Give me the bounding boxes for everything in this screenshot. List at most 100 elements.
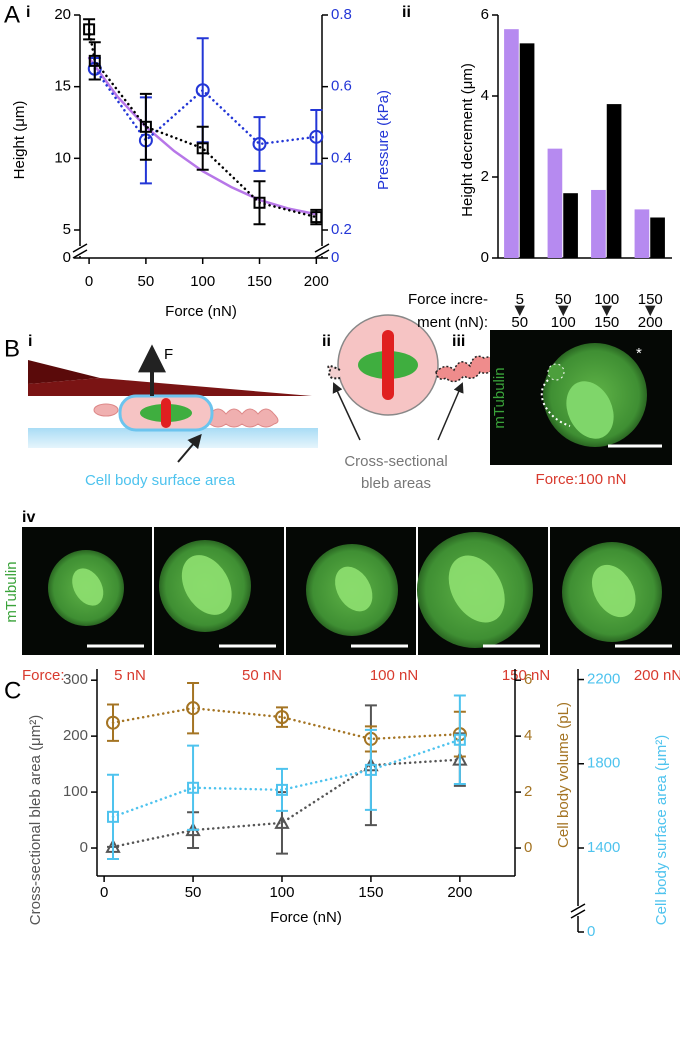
marker <box>309 129 324 144</box>
series-line <box>111 758 462 849</box>
force-value: 50 nN <box>242 667 282 684</box>
axis-label: Force (nN) <box>165 303 237 320</box>
spindle <box>335 566 373 612</box>
panel-label: i <box>26 4 30 21</box>
x-tick-label: 0 <box>85 273 93 290</box>
force-value: 200 nN <box>634 667 680 684</box>
error-bar <box>253 180 266 226</box>
schematic-section: Cross-sectional bleb areas <box>327 314 496 492</box>
y-tick-label: 0 <box>524 839 532 856</box>
bleb-outline <box>540 379 571 427</box>
y-tick-label: 10 <box>54 149 71 166</box>
axis-break <box>72 243 88 253</box>
x-tick-label: 100 <box>190 273 215 290</box>
marker <box>310 211 323 224</box>
y-tick-label: 0.8 <box>331 6 352 23</box>
error-bar <box>310 108 323 165</box>
axis-break <box>72 249 88 259</box>
axis-label: Force (nN) <box>270 909 342 926</box>
error-bar <box>88 41 101 81</box>
panel-label: C <box>4 677 21 704</box>
bleb <box>435 355 496 383</box>
bar <box>606 104 622 258</box>
bar <box>504 29 519 258</box>
x-tick-label: 200 <box>638 314 663 331</box>
x-tick-label: 150 <box>638 291 663 308</box>
stain-label: mTubulin <box>491 367 508 428</box>
error-bar <box>83 18 96 41</box>
axis-label: Cell body surface area (μm²) <box>653 735 670 925</box>
spindle <box>72 568 104 606</box>
error-bar <box>196 125 209 171</box>
y-tick-label: 6 <box>524 671 532 688</box>
y-tick-label: 0 <box>587 923 595 940</box>
x-tick-label: 50 <box>555 291 572 308</box>
marker <box>275 783 288 796</box>
error-bar <box>107 773 120 860</box>
x-tick-label: 200 <box>447 884 472 901</box>
x-tick-label: 50 <box>138 273 155 290</box>
y-tick-label: 2200 <box>587 670 620 687</box>
error-bar <box>275 767 288 812</box>
panel-label: iv <box>22 509 35 526</box>
cantilever <box>28 360 100 384</box>
y-tick-label: 1800 <box>587 755 620 772</box>
axis-break-gap <box>574 906 582 916</box>
force-label: F <box>164 346 173 363</box>
y-tick-label: 4 <box>524 727 532 744</box>
chromosomes <box>161 398 171 428</box>
annotation: Cell body surface area <box>85 472 236 489</box>
montage: mTubulin Force: 5 nN 50 nN 100 nN 150 nN 200… <box>3 527 680 684</box>
force-value: 150 nN <box>502 667 550 684</box>
series-line <box>111 706 462 741</box>
marker <box>139 120 152 133</box>
y-tick-label: 200 <box>63 727 88 744</box>
marker <box>252 137 267 151</box>
marker <box>196 142 209 155</box>
axis-break <box>570 903 586 913</box>
marker <box>195 83 210 98</box>
spindle <box>181 555 232 615</box>
x-tick-label: 5 <box>516 291 524 308</box>
x-tick-label: 150 <box>594 314 619 331</box>
axis-label: Height decrement (μm) <box>459 63 476 217</box>
x-tick-label: 150 <box>247 273 272 290</box>
chromosomes <box>382 330 394 400</box>
marker <box>106 715 121 730</box>
x-tick-label: 100 <box>551 314 576 331</box>
y-tick-label: 0 <box>331 249 339 266</box>
x-tick-label: 50 <box>511 314 528 331</box>
bar <box>634 209 650 258</box>
error-bar <box>187 681 200 735</box>
axis-label: Force incre- <box>408 291 488 308</box>
panel-label: B <box>4 335 20 362</box>
y-tick-label: 1400 <box>587 839 620 856</box>
micrograph: * mTubulin Force:100 nN <box>490 330 672 488</box>
panel-label: iii <box>452 333 465 350</box>
panel-label: A <box>4 1 20 28</box>
bleb <box>547 363 565 381</box>
force-label: Force: <box>22 667 65 684</box>
bar <box>591 189 606 258</box>
axis-label: Pressure (kPa) <box>375 90 392 190</box>
error-bar <box>139 92 152 161</box>
series-line <box>111 738 462 819</box>
y-tick-label: 6 <box>481 6 489 23</box>
y-tick-label: 0.6 <box>331 78 352 95</box>
marker <box>364 763 377 776</box>
axis-break <box>570 909 586 919</box>
spindle <box>591 564 636 618</box>
series-line <box>87 56 318 216</box>
panel-label: i <box>28 333 32 350</box>
y-tick-label: 0 <box>63 249 71 266</box>
axis-label: Cross-sectional bleb area (μm²) <box>27 715 44 925</box>
pointer <box>177 433 202 463</box>
x-tick-label: 100 <box>594 291 619 308</box>
y-tick-label: 0 <box>80 839 88 856</box>
axis-label: Cell body volume (pL) <box>555 702 572 848</box>
y-tick-label: 15 <box>54 78 71 95</box>
x-tick-label: 0 <box>100 884 108 901</box>
error-bar <box>364 728 377 811</box>
